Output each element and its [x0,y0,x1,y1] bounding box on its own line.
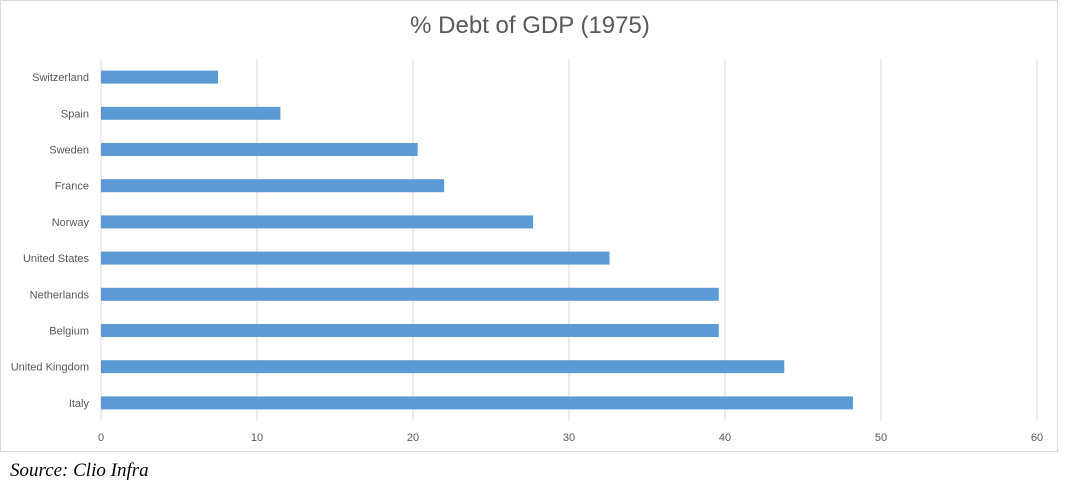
x-tick-label: 60 [1031,432,1043,444]
x-tick-labels: 0 10 20 30 40 50 60 [98,432,1043,444]
category-label: Sweden [49,145,89,157]
category-label: Netherlands [30,289,90,301]
bar-italy [101,396,853,410]
x-tick-label: 10 [251,432,263,444]
bar-sweden [101,143,418,156]
bar-spain [101,106,281,120]
bar-united-states [101,251,610,265]
category-label: Switzerland [32,72,89,84]
category-label: Spain [61,108,89,120]
x-tick-label: 30 [563,432,575,444]
category-labels: Switzerland Spain Sweden France Norway United… [11,72,90,410]
bar-france [101,179,445,193]
bar-norway [101,215,534,229]
bars [101,70,853,410]
source-note: Source: Clio Infra [10,460,149,481]
x-tick-label: 20 [407,432,419,444]
chart-area: % Debt of GDP (1975) Switzerland Spain Swe… [0,0,1058,452]
bar-switzerland [101,70,218,84]
category-label: Norway [52,217,90,229]
category-label: United States [23,253,90,265]
category-label: France [55,181,89,193]
category-label: United Kingdom [11,362,89,374]
x-tick-label: 40 [719,432,731,444]
bar-netherlands [101,287,719,301]
x-tick-label: 0 [98,432,104,444]
category-label: Italy [69,398,90,410]
category-label: Belgium [49,326,89,338]
x-tick-label: 50 [875,432,887,444]
bar-belgium [101,324,719,337]
chart-title: % Debt of GDP (1975) [410,12,650,39]
bar-chart: Switzerland Spain Sweden France Norway United… [11,59,1043,444]
bar-united-kingdom [101,360,785,374]
